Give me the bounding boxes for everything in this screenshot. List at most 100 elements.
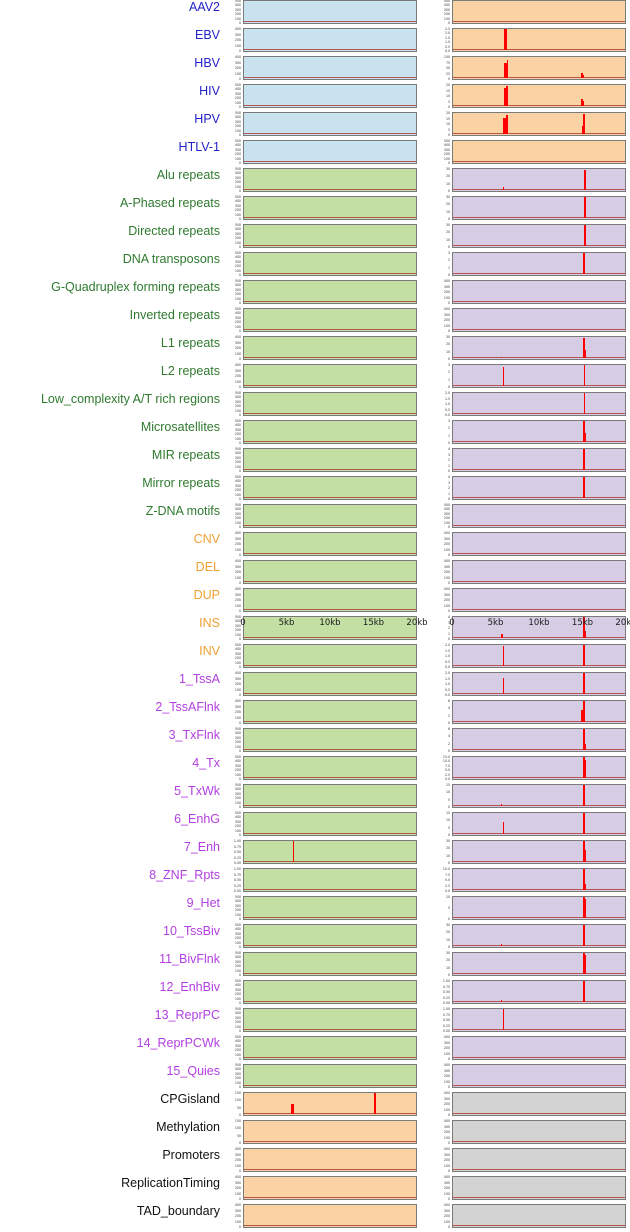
y-tick-label: 0 (238, 217, 241, 221)
track-label-text: Alu repeats (156, 168, 220, 182)
y-tick-label: 500 (234, 615, 241, 619)
y-tick-label: 300 (234, 536, 241, 541)
y-tick-label: 400 (234, 255, 241, 260)
y-tick-label: 500 (234, 811, 241, 815)
y-tick-label: 0 (238, 525, 241, 529)
left-y-axis-ticks: 400 300 200 100 0 (224, 531, 241, 556)
left-track-panel (243, 28, 417, 52)
y-tick-label: 500 (234, 1007, 241, 1011)
y-tick-label: 400 (234, 363, 241, 367)
track-row: CNV 400 300 200 100 0 400 300 200 100 0 (0, 531, 630, 560)
y-tick-label: 2.5 (444, 772, 450, 777)
track-row: 7_Enh 1.00 0.75 0.50 0.25 0.00 30 20 10 0 (0, 839, 630, 868)
y-tick-label: 0.5 (444, 407, 450, 412)
left-y-axis-ticks: 400 300 200 100 0 (224, 699, 241, 724)
y-tick-label: 400 (234, 55, 241, 59)
y-tick-label: 2 (447, 713, 450, 718)
y-tick-label: 100 (443, 1191, 450, 1196)
y-tick-label: 400 (234, 671, 241, 675)
track-label-text: HPV (194, 112, 220, 126)
track-row: L1 repeats 400 300 200 100 0 30 20 10 0 (0, 335, 630, 364)
left-y-axis-ticks: 400 300 200 100 0 (224, 1147, 241, 1172)
y-tick-label: 0.0 (444, 889, 450, 893)
y-tick-label: 400 (443, 559, 450, 563)
y-tick-label: 100 (234, 100, 241, 105)
y-tick-label: 400 (443, 1091, 450, 1095)
left-track-panel (243, 812, 417, 836)
left-track-panel (243, 1120, 417, 1144)
y-tick-label: 1.0 (444, 402, 450, 406)
data-spike (585, 630, 587, 638)
y-tick-label: 100 (234, 575, 241, 580)
track-baseline (244, 412, 416, 414)
track-baseline (453, 552, 625, 554)
y-tick-label: 200 (234, 432, 241, 437)
right-y-axis-ticks: 30 20 10 0 (433, 839, 450, 864)
y-tick-label: 300 (443, 147, 450, 152)
y-tick-label: 2.0 (444, 643, 450, 647)
y-tick-label: 200 (443, 1214, 450, 1218)
y-tick-label: 0 (447, 609, 450, 613)
track-row: 13_ReprPC 500 400 300 200 100 0 1.00 0.75 0.50 0.2… (0, 1007, 630, 1036)
y-tick-label: 0 (447, 1225, 450, 1229)
track-label-text: L2 repeats (160, 364, 220, 378)
left-y-axis-ticks: 500 400 300 200 100 0 (224, 0, 241, 25)
y-tick-label: 0 (447, 553, 450, 557)
track-label-text: 5_TxWk (174, 784, 220, 798)
y-tick-label: 500 (234, 923, 241, 927)
y-tick-label: 200 (234, 682, 241, 686)
y-tick-label: 300 (443, 1096, 450, 1101)
right-y-axis-ticks: 3 2 1 0 (433, 251, 450, 276)
right-track-panel (452, 980, 626, 1004)
track-baseline (453, 384, 625, 386)
y-tick-label: 100 (234, 520, 241, 525)
y-tick-label: 200 (234, 1158, 241, 1162)
y-tick-label: 300 (234, 7, 241, 12)
y-tick-label: 300 (234, 1180, 241, 1185)
y-tick-label: 200 (234, 38, 241, 42)
y-tick-label: 0 (447, 1141, 450, 1145)
y-tick-label: 0 (447, 301, 450, 305)
y-tick-label: 0 (238, 1197, 241, 1201)
track-row: Alu repeats 500 400 300 200 100 0 30 20 10 0 (0, 167, 630, 196)
right-y-axis-ticks: 2.0 1.5 1.0 0.5 0.0 (433, 643, 450, 668)
track-baseline (244, 664, 416, 666)
y-tick-label: 0.0 (444, 413, 450, 417)
data-spike (583, 197, 586, 218)
right-y-axis-ticks: 30 20 10 0 (433, 223, 450, 248)
y-tick-label: 0 (238, 1085, 241, 1089)
y-tick-label: 2.0 (444, 31, 450, 36)
right-track-panel (452, 672, 626, 696)
track-baseline (453, 412, 625, 414)
track-baseline (453, 1224, 625, 1226)
y-tick-label: 500 (443, 0, 450, 3)
track-baseline (453, 972, 625, 974)
track-baseline (244, 216, 416, 218)
track-row: 1_TssA 400 300 200 100 0 2.0 1.5 1.0 0.5 0.0 (0, 671, 630, 700)
data-spike (583, 74, 585, 78)
y-tick-label: 0 (447, 917, 450, 921)
right-y-axis-ticks: 30 20 10 0 (433, 951, 450, 976)
right-y-axis-ticks: 20 15 10 5 0 (433, 111, 450, 136)
track-baseline (453, 804, 625, 806)
y-tick-label: 0 (238, 21, 241, 25)
y-tick-label: 300 (234, 791, 241, 796)
y-tick-label: 100 (443, 1107, 450, 1112)
track-baseline (244, 944, 416, 946)
left-y-axis-ticks: 500 400 300 200 100 0 (224, 419, 241, 444)
y-tick-label: 400 (234, 335, 241, 339)
y-tick-label: 5.0 (444, 878, 450, 882)
track-row: MIR repeats 500 400 300 200 100 0 4 3 2 1 0 (0, 447, 630, 476)
y-tick-label: 400 (443, 279, 450, 283)
track-baseline (453, 244, 625, 246)
y-tick-label: 0 (238, 945, 241, 949)
left-y-axis-ticks: 150 100 50 0 (224, 1091, 241, 1116)
left-y-axis-ticks: 400 300 200 100 0 (224, 671, 241, 696)
y-tick-label: 5 (447, 825, 450, 830)
track-baseline (244, 1056, 416, 1058)
track-row: 2_TssAFlnk 400 300 200 100 0 6 4 2 0 (0, 699, 630, 728)
right-track-panel (452, 280, 626, 304)
left-track-panel (243, 280, 417, 304)
track-row: DEL 400 300 200 100 0 400 300 200 100 0 (0, 559, 630, 588)
y-tick-label: 300 (234, 511, 241, 516)
